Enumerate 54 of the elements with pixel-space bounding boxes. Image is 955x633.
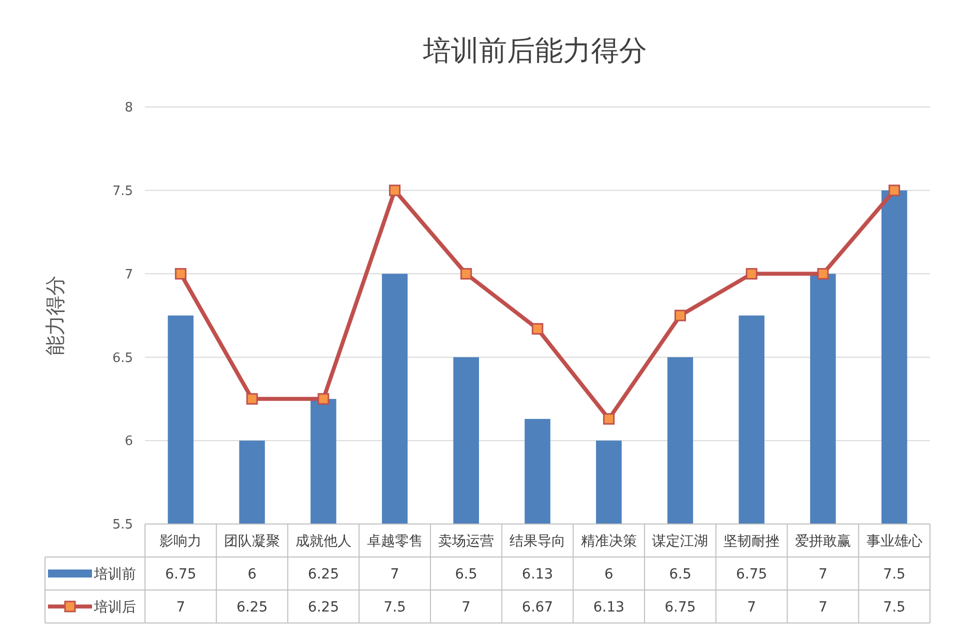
x-tick-label: 坚韧耐挫 <box>724 533 780 550</box>
point <box>174 268 186 280</box>
point <box>674 310 686 322</box>
data-label: 6.75 <box>165 566 196 582</box>
data-label: 6 <box>604 566 614 582</box>
data-label: 7.5 <box>883 599 906 616</box>
data-label: 6.25 <box>308 599 339 616</box>
point <box>817 268 829 280</box>
x-tick-label: 精准决策 <box>580 533 637 550</box>
y-tick-label: 7 <box>124 267 133 282</box>
data-label: 7.5 <box>883 566 906 582</box>
data-label: 6.25 <box>308 566 339 582</box>
x-tick-label: 谋定江湖 <box>652 533 708 550</box>
data-label: 6.67 <box>522 599 554 616</box>
x-tick-label: 团队凝聚 <box>224 533 280 550</box>
data-label: 6.5 <box>669 566 692 582</box>
data-label: 7 <box>747 599 756 616</box>
legend-label: 培训后 <box>93 599 136 616</box>
data-label: 6 <box>248 566 257 582</box>
x-tick-label: 结果导向 <box>510 533 566 550</box>
data-label: 7 <box>818 566 828 582</box>
point <box>888 184 900 196</box>
y-axis-title: 能力得分 <box>43 276 67 356</box>
y-tick-label: 6.5 <box>112 350 133 366</box>
data-label: 7 <box>390 566 400 582</box>
data-label: 6.5 <box>455 566 478 582</box>
x-tick-label: 爱拼敢赢 <box>794 533 851 550</box>
legend-label: 培训前 <box>93 566 136 582</box>
point <box>746 268 758 280</box>
chart-title: 培训前后能力得分 <box>422 34 647 67</box>
point <box>460 268 472 280</box>
x-tick-label: 成就他人 <box>295 533 352 550</box>
y-tick-label: 6 <box>124 434 133 450</box>
y-tick-label: 5.5 <box>112 518 133 533</box>
data-label: 7.5 <box>384 599 406 616</box>
point <box>603 413 615 425</box>
point <box>318 393 330 405</box>
x-tick-label: 卖场运营 <box>438 533 494 550</box>
data-label: 6.13 <box>593 599 624 616</box>
x-tick-label: 影响力 <box>160 533 202 550</box>
x-tick-label: 卓越零售 <box>366 533 423 550</box>
y-tick-label: 7.5 <box>112 184 133 199</box>
point <box>246 393 258 405</box>
data-label: 6.75 <box>664 599 696 616</box>
y-tick-label: 8 <box>124 100 133 116</box>
x-tick-label: 事业雄心 <box>866 533 922 550</box>
point <box>389 184 401 196</box>
data-label: 6.13 <box>522 566 554 582</box>
data-label: 6.25 <box>236 599 268 616</box>
data-label: 7 <box>818 599 828 616</box>
data-label: 7 <box>176 599 186 616</box>
data-label: 7 <box>462 599 471 616</box>
data-label: 6.75 <box>736 566 768 582</box>
point <box>532 323 544 335</box>
